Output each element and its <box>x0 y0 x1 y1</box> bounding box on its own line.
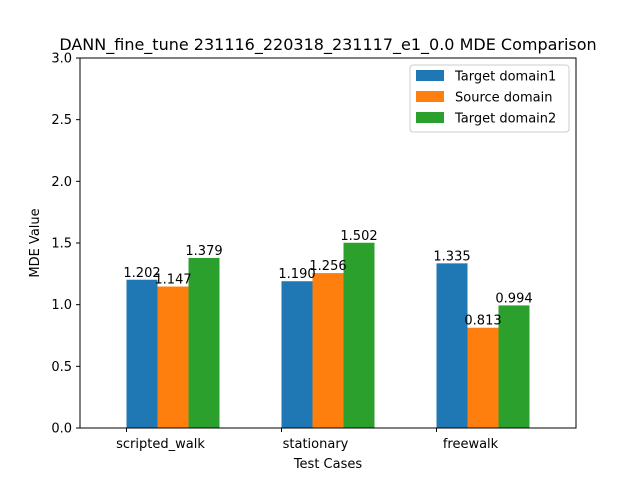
bar <box>281 281 313 428</box>
y-axis: 0.0 0.5 1.0 1.5 2.0 2.5 3.0 <box>51 52 80 437</box>
bar-value-label: 1.256 <box>309 259 346 274</box>
x-tick-label: scripted_walk <box>116 437 205 452</box>
legend-swatch <box>416 112 444 123</box>
bar <box>436 263 468 428</box>
legend-label: Source domain <box>455 91 552 106</box>
y-axis-label: MDE Value <box>28 208 43 277</box>
y-tick-label: 2.5 <box>51 113 72 128</box>
bar-value-label: 1.202 <box>123 266 160 281</box>
y-tick-label: 3.0 <box>51 52 72 67</box>
bar-value-label: 1.335 <box>433 249 470 264</box>
legend: Target domain1 Source domain Target domain… <box>409 64 570 133</box>
bar-value-label: 1.502 <box>340 229 377 244</box>
bars-group <box>126 242 530 428</box>
legend-frame <box>409 64 570 133</box>
bar <box>188 257 220 428</box>
bar-value-label: 1.190 <box>278 267 315 282</box>
bar-value-label: 0.813 <box>464 314 501 329</box>
chart-title: DANN_fine_tune 231116_220318_231117_e1_0… <box>59 35 596 55</box>
legend-label: Target domain2 <box>454 112 556 127</box>
x-tick-label: freewalk <box>443 437 499 452</box>
legend-swatch <box>416 91 444 102</box>
bar <box>312 273 344 428</box>
y-tick-label: 1.0 <box>51 298 72 313</box>
plot-frame <box>79 57 577 429</box>
bar <box>343 242 375 428</box>
y-tick-label: 1.5 <box>51 237 72 252</box>
legend-label: Target domain1 <box>454 70 556 85</box>
value-labels-group: 1.202 1.190 1.335 1.147 1.256 0.813 1.379 1.502… <box>123 229 532 329</box>
bar <box>126 279 158 428</box>
bar <box>498 305 530 428</box>
bar-value-label: 1.147 <box>154 273 191 288</box>
bar-value-label: 1.379 <box>185 244 222 259</box>
y-tick-label: 0.5 <box>51 360 72 375</box>
y-tick-label: 2.0 <box>51 175 72 190</box>
x-axis-label: Test Cases <box>293 457 363 472</box>
bar-value-label: 0.994 <box>495 291 532 306</box>
x-axis: scripted_walk stationary freewalk <box>116 428 499 452</box>
y-tick-label: 0.0 <box>51 422 72 437</box>
bar <box>467 327 499 428</box>
legend-swatch <box>416 70 444 81</box>
x-tick-label: stationary <box>283 437 349 452</box>
bar <box>157 286 189 428</box>
